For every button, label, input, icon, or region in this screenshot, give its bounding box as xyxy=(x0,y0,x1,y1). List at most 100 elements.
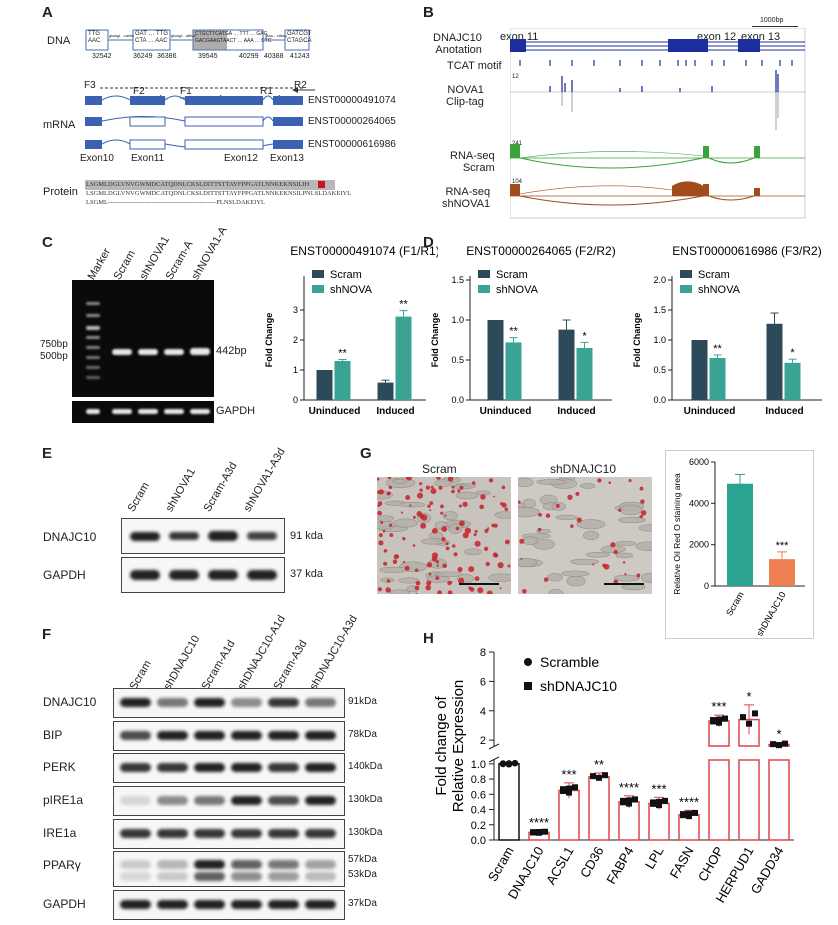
blot-band xyxy=(194,860,225,869)
primer-r1: R1 xyxy=(260,86,273,97)
data-point xyxy=(560,788,566,795)
lipid-droplet xyxy=(402,560,406,564)
cell xyxy=(615,540,637,546)
legend-swatch xyxy=(478,270,490,278)
bar-cd36 xyxy=(588,776,610,841)
y-axis-label: Relative Oil Red O staining area xyxy=(672,473,682,595)
blot-band xyxy=(231,900,262,909)
micrograph-scram xyxy=(377,477,511,594)
lipid-droplet xyxy=(520,557,523,560)
lipid-droplet xyxy=(444,514,447,517)
lipid-droplet xyxy=(412,515,416,519)
x-tick-label: Uninduced xyxy=(684,406,736,417)
y-tick-label: 4 xyxy=(480,706,486,718)
significance-mark: * xyxy=(582,330,587,342)
f-row-label: pIRE1a xyxy=(43,793,84,807)
bar-shdnajc10 xyxy=(769,559,795,586)
blot-band xyxy=(268,731,299,740)
y-tick-label: 2 xyxy=(480,735,486,747)
blot-band xyxy=(268,796,299,805)
lipid-droplet xyxy=(485,561,490,567)
bar-shnova xyxy=(334,361,351,400)
data-point xyxy=(680,812,686,819)
data-point xyxy=(752,710,758,717)
lipid-droplet xyxy=(639,514,643,519)
lipid-droplet xyxy=(613,549,618,555)
y-tick-label: 6 xyxy=(480,676,486,688)
y-tick-label: 0.0 xyxy=(471,835,486,847)
x-tick-label: Induced xyxy=(557,406,595,417)
blot-band xyxy=(120,872,151,881)
lipid-droplet xyxy=(458,504,462,508)
bar-scram xyxy=(316,370,333,400)
lipid-droplet xyxy=(613,579,619,585)
scale-bar xyxy=(752,26,798,27)
y-tick-label: 8 xyxy=(480,647,486,659)
blot-band xyxy=(157,829,188,838)
y-tick-label: 0 xyxy=(704,581,709,591)
y-tick-label: 1.5 xyxy=(451,275,464,285)
panel-f-label: F xyxy=(42,626,52,643)
cell xyxy=(420,538,446,545)
lipid-droplet xyxy=(387,477,392,480)
blot-band xyxy=(231,872,262,881)
y-tick-label: 0.5 xyxy=(653,365,666,375)
primer-f3: F3 xyxy=(84,80,96,91)
lipid-droplet xyxy=(441,537,446,542)
legend-square xyxy=(524,682,532,690)
blot-band xyxy=(305,900,336,909)
lipid-droplet xyxy=(440,511,444,515)
lipid-droplet xyxy=(393,554,399,560)
band-size-label: 442bp xyxy=(216,345,247,357)
coord-3: 36386 xyxy=(157,53,177,60)
lipid-droplet xyxy=(570,524,574,528)
cell xyxy=(536,479,567,485)
f-lane-5: Scram-A3d xyxy=(271,638,310,692)
blot-band xyxy=(157,872,188,881)
x-tick-label: Induced xyxy=(765,406,803,417)
lipid-droplet xyxy=(412,544,416,547)
lipid-droplet xyxy=(428,572,432,576)
genome-browser xyxy=(510,28,806,219)
blot-band xyxy=(305,829,336,838)
cell xyxy=(464,548,482,556)
chart-frame xyxy=(665,450,814,639)
lipid-droplet xyxy=(519,538,525,544)
lipid-droplet xyxy=(416,492,424,499)
legend-swatch xyxy=(312,285,324,293)
bar-gadd34-lower xyxy=(768,759,790,841)
significance-mark: ** xyxy=(713,343,722,355)
mrna-label: mRNA xyxy=(43,119,76,131)
cell xyxy=(392,479,407,484)
legend-label: shNOVA xyxy=(330,284,373,296)
primer-r2: R2 xyxy=(294,80,307,91)
lipid-droplet xyxy=(491,523,496,528)
x-tick-label: CHOP xyxy=(695,844,727,884)
seq-box-2: GAT … TTG CTA … AAC xyxy=(135,31,169,44)
significance-mark: *** xyxy=(651,781,666,796)
axis-break-mark xyxy=(488,756,500,763)
x-tick-label: FASN xyxy=(667,844,697,881)
blot-band xyxy=(120,698,151,707)
lipid-droplet xyxy=(618,508,622,512)
y-tick-label: 0.8 xyxy=(471,774,486,786)
lipid-droplet xyxy=(501,502,507,508)
lipid-droplet xyxy=(480,494,486,500)
legend-label: Scramble xyxy=(540,654,599,670)
stop-marker xyxy=(318,181,325,188)
rnaseq-shnova1-label: RNA-seq shNOVA1 xyxy=(442,186,491,210)
f-kda-label: 78kDa xyxy=(348,729,377,740)
exon11-label: Exon11 xyxy=(131,153,165,164)
cell xyxy=(555,514,578,521)
blot-band xyxy=(194,829,225,838)
g-image-label-2: shDNAJC10 xyxy=(550,462,617,476)
data-point xyxy=(656,798,662,805)
y-tick-label: 0.0 xyxy=(653,395,666,405)
x-tick-label: Uninduced xyxy=(309,406,361,417)
blot-band xyxy=(157,731,188,740)
chart-c: ENST00000491074 (F1/R1) 0 1 2 3 Fold Change **… xyxy=(264,244,438,417)
gapdh-gel-label: GAPDH xyxy=(216,405,256,417)
lipid-droplet xyxy=(377,477,380,481)
dna-label: DNA xyxy=(47,35,71,47)
lipid-droplet xyxy=(504,507,509,512)
